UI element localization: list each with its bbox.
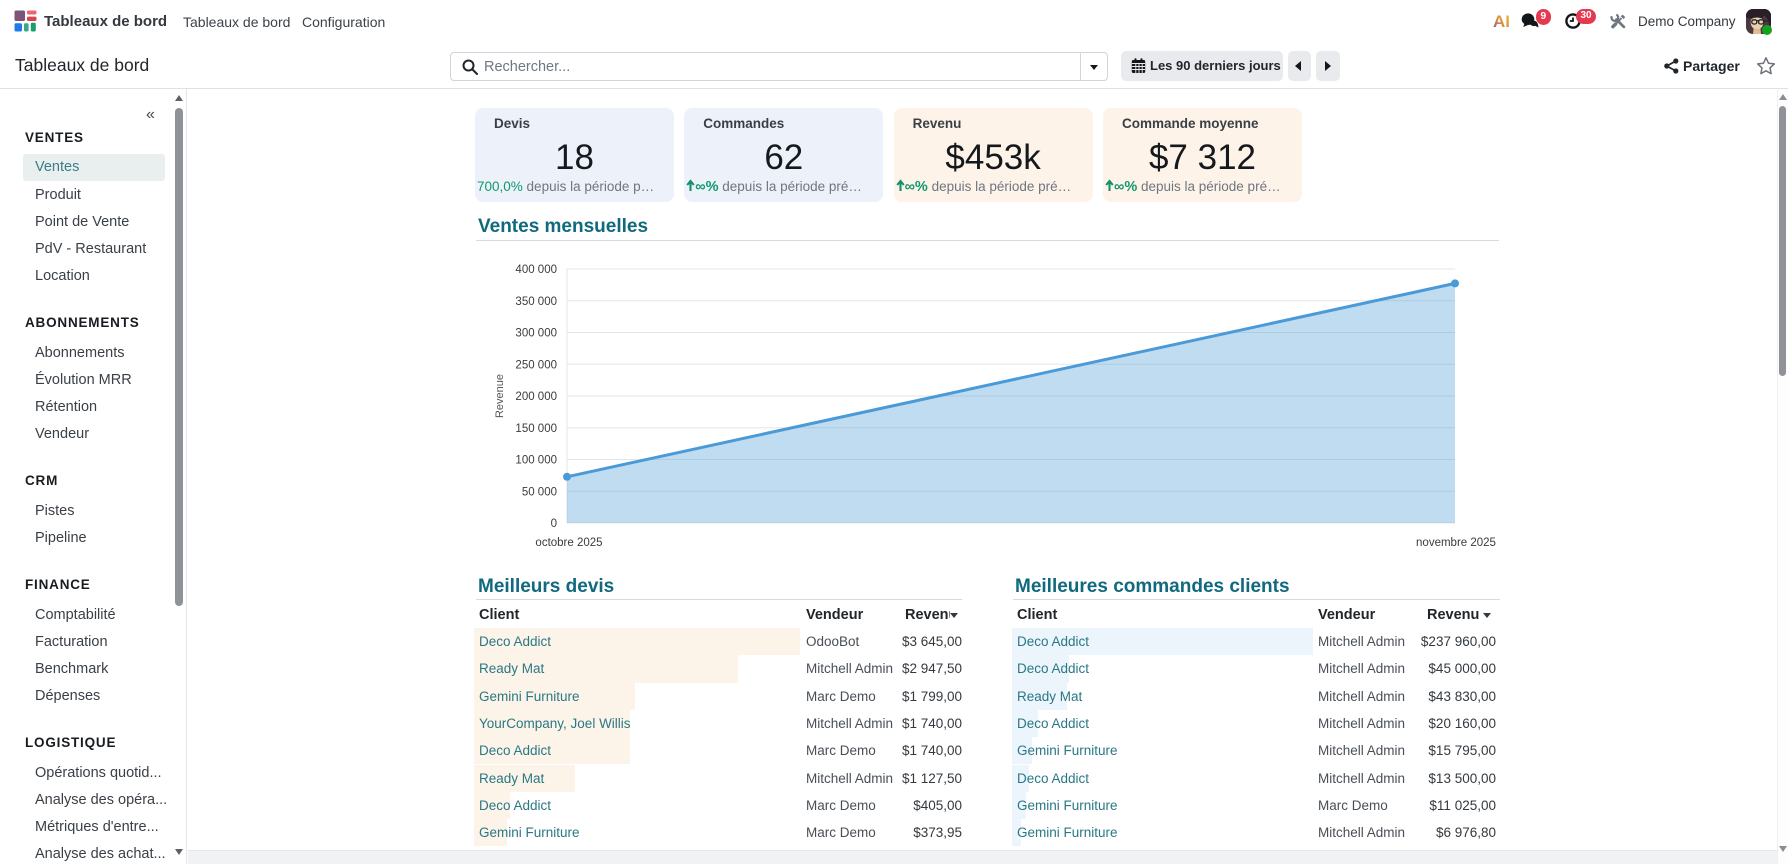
- svg-text:50 000: 50 000: [522, 486, 557, 498]
- svg-text:octobre 2025: octobre 2025: [535, 537, 602, 549]
- svg-text:200 000: 200 000: [515, 391, 557, 403]
- svg-text:novembre 2025: novembre 2025: [1416, 537, 1496, 549]
- svg-text:350 000: 350 000: [515, 296, 557, 308]
- svg-text:400 000: 400 000: [515, 264, 557, 276]
- svg-text:Revenue: Revenue: [494, 374, 506, 418]
- svg-text:300 000: 300 000: [515, 328, 557, 340]
- svg-text:100 000: 100 000: [515, 455, 557, 467]
- svg-text:0: 0: [551, 518, 557, 530]
- svg-text:AI: AI: [1493, 12, 1510, 30]
- svg-text:150 000: 150 000: [515, 423, 557, 435]
- svg-text:250 000: 250 000: [515, 359, 557, 371]
